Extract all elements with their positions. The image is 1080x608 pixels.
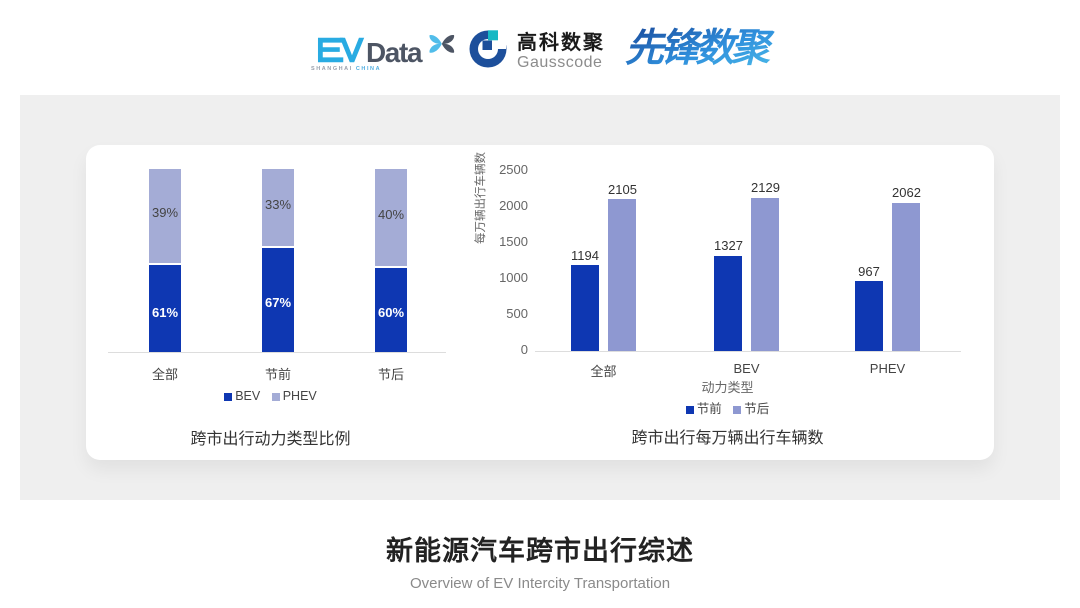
- svg-text:高科数聚: 高科数聚: [517, 30, 605, 54]
- svg-text:SHANGHAI CHINA: SHANGHAI CHINA: [311, 66, 381, 71]
- svg-text:先锋数聚: 先锋数聚: [625, 27, 776, 70]
- svg-text:Data: Data: [366, 37, 423, 68]
- svg-text:Gausscode: Gausscode: [517, 54, 602, 71]
